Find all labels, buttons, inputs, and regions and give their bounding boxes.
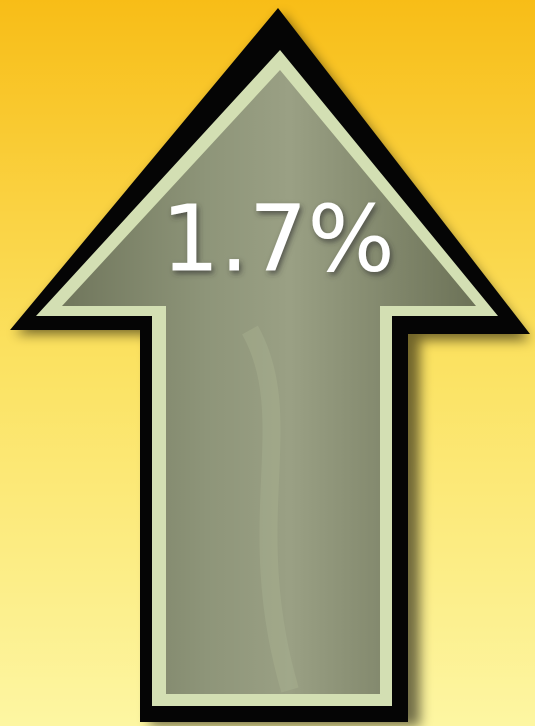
page: 1.7% (() => { const data = JSON.parse(do… — [0, 0, 535, 726]
graphic: 1.7% — [0, 0, 535, 726]
arrow-label: 1.7% — [161, 185, 395, 292]
